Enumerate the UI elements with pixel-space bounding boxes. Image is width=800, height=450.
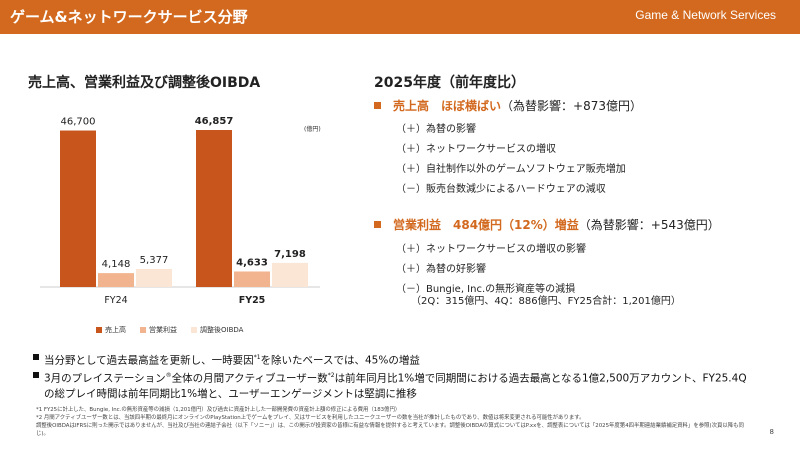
bar-oibda-fy25	[272, 262, 308, 287]
operating-income-factor-item: （＋）ネットワークサービスの増収の影響	[396, 244, 586, 255]
square-bullet-icon	[374, 221, 381, 228]
segment-title: ゲーム&ネットワークサービス分野	[10, 8, 248, 26]
legend-item-operating-income: 営業利益	[140, 325, 177, 335]
operating-income-factor-item: （＋）為替の好影響	[396, 264, 486, 275]
operating-income-factor-item: （－）Bungie, Inc.の無形資産等の減損	[396, 284, 576, 295]
data-label-sales-fy24: 46,700	[61, 117, 96, 128]
legend-swatch-operating-income	[140, 327, 146, 333]
chart-title: 売上高、営業利益及び調整後OIBDA	[28, 75, 261, 91]
header-bar: ゲーム&ネットワークサービス分野 Game & Network Services	[0, 0, 800, 34]
legend-label-oibda: 調整後OIBDA	[200, 326, 244, 334]
square-bullet-icon	[33, 372, 39, 378]
sales-factor-item: （＋）ネットワークサービスの増収	[396, 144, 556, 155]
data-label-sales-fy25: 46,857	[195, 116, 234, 127]
bar-sales-fy24	[60, 130, 96, 287]
legend-item-sales: 売上高	[96, 325, 126, 335]
legend-swatch-oibda	[191, 327, 197, 333]
sales-summary: 売上高 ほぼ横ばい （為替影響：+873億円）	[374, 97, 642, 114]
operating-income-summary-head: 営業利益 484億円（12%）増益	[393, 218, 579, 232]
data-label-operating-income-fy25: 4,633	[236, 257, 268, 268]
data-label-operating-income-fy24: 4,148	[102, 259, 131, 270]
highlight-note-2: 3月のプレイステーション®全体の月間アクティブユーザー数*2は前年同月比1%増で…	[33, 368, 756, 402]
page-number: 8	[769, 428, 774, 436]
chart-legend: 売上高 営業利益 調整後OIBDA	[96, 325, 243, 335]
operating-income-factor-item: （2Q：315億円、4Q：886億円、FY25合計：1,201億円）	[396, 296, 681, 307]
data-label-oibda-fy24: 5,377	[140, 255, 169, 266]
fy-comparison-title: 2025年度（前年度比）	[374, 75, 525, 91]
bar-operating-income-fy24	[98, 273, 134, 287]
x-tick-label-fy25: FY25	[239, 295, 266, 306]
sales-factor-item: （＋）自社制作以外のゲームソフトウェア販売増加	[396, 164, 626, 175]
operating-income-summary: 営業利益 484億円（12%）増益 （為替影響：+543億円）	[374, 216, 720, 233]
operating-income-summary-tail: （為替影響：+543億円）	[578, 218, 720, 232]
bar-oibda-fy24	[136, 268, 172, 287]
sales-factor-item: （＋）為替の影響	[396, 124, 476, 135]
segment-subtitle: Game & Network Services	[635, 8, 776, 22]
sales-factor-item: （－）販売台数減少によるハードウェアの減収	[396, 184, 606, 195]
x-tick-label-fy24: FY24	[104, 295, 127, 306]
chart-unit-label: (億円)	[304, 126, 321, 133]
footnote-2: *2 月間アクティブユーザー数とは、当該四半期の最終月にオンラインのPlaySt…	[36, 415, 585, 421]
square-bullet-icon	[374, 102, 381, 109]
legend-label-operating-income: 営業利益	[149, 326, 177, 334]
bar-sales-fy25	[196, 130, 232, 287]
legend-item-oibda: 調整後OIBDA	[191, 325, 243, 335]
data-label-oibda-fy25: 7,198	[274, 249, 306, 260]
sales-summary-tail: （為替影響：+873億円）	[501, 99, 642, 113]
footnote-1: *1 FY25に計上した、Bungie, Inc.の無形資産等の減損（1,201…	[36, 407, 401, 413]
footnote-3: 調整後OIBDAはIFRSに則った開示ではありませんが、当社及び当社の連結子会社…	[36, 423, 744, 437]
square-bullet-icon	[33, 354, 39, 360]
sales-summary-head: 売上高 ほぼ横ばい	[393, 99, 502, 113]
bar-operating-income-fy25	[234, 271, 270, 287]
legend-swatch-sales	[96, 327, 102, 333]
highlight-note-1: 当分野として過去最高益を更新し、一時要因*1を除いたベースでは、45%の増益	[33, 350, 744, 369]
legend-label-sales: 売上高	[105, 326, 126, 334]
